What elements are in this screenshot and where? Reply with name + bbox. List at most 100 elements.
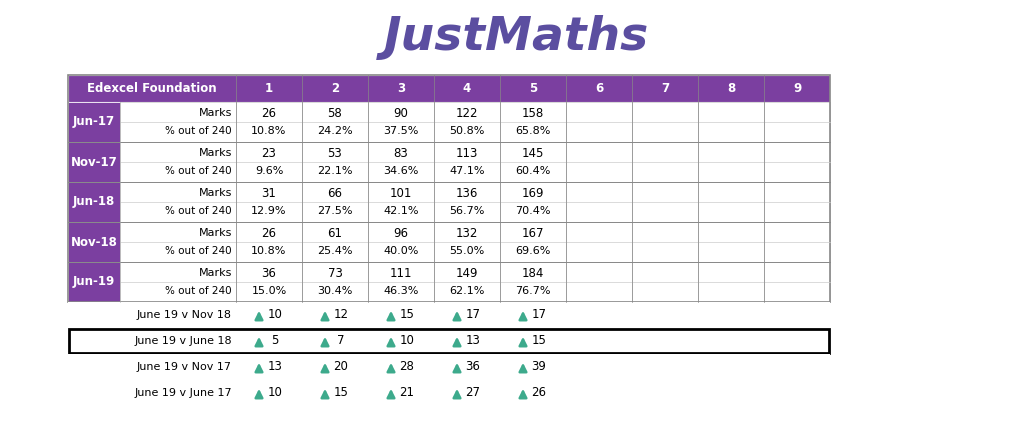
Bar bbox=[68, 75, 830, 102]
Bar bbox=[764, 262, 830, 302]
Text: 167: 167 bbox=[522, 227, 544, 240]
Text: 27.5%: 27.5% bbox=[317, 206, 353, 216]
Bar bbox=[698, 102, 764, 142]
Bar bbox=[698, 262, 764, 302]
Text: 30.4%: 30.4% bbox=[317, 286, 353, 296]
Text: 136: 136 bbox=[456, 187, 478, 200]
Text: 34.6%: 34.6% bbox=[383, 166, 419, 176]
Bar bbox=[68, 102, 120, 142]
Bar bbox=[368, 182, 434, 222]
Bar bbox=[698, 222, 764, 262]
Text: 66: 66 bbox=[327, 187, 343, 200]
Bar bbox=[434, 262, 499, 302]
Text: 184: 184 bbox=[522, 267, 544, 280]
Bar bbox=[566, 222, 632, 262]
Text: June 19 v Nov 18: June 19 v Nov 18 bbox=[137, 310, 232, 320]
Text: Marks: Marks bbox=[198, 148, 232, 158]
Text: 7: 7 bbox=[660, 82, 669, 95]
Text: 2: 2 bbox=[331, 82, 340, 95]
Bar bbox=[236, 182, 302, 222]
Text: Marks: Marks bbox=[198, 228, 232, 238]
Bar bbox=[68, 354, 830, 380]
Bar bbox=[68, 380, 830, 406]
Text: 15: 15 bbox=[531, 335, 546, 348]
Text: 70.4%: 70.4% bbox=[515, 206, 551, 216]
Text: 24.2%: 24.2% bbox=[317, 126, 353, 136]
Text: Jun-18: Jun-18 bbox=[73, 195, 116, 209]
Bar bbox=[434, 142, 499, 182]
Text: 90: 90 bbox=[393, 107, 409, 120]
Text: 65.8%: 65.8% bbox=[515, 126, 551, 136]
Text: % out of 240: % out of 240 bbox=[165, 126, 232, 136]
Bar bbox=[434, 222, 499, 262]
Text: 60.4%: 60.4% bbox=[515, 166, 551, 176]
Bar bbox=[302, 182, 368, 222]
Text: 15: 15 bbox=[333, 387, 349, 400]
Text: 3: 3 bbox=[397, 82, 406, 95]
Text: 83: 83 bbox=[393, 147, 409, 160]
Bar bbox=[302, 102, 368, 142]
Text: 10.8%: 10.8% bbox=[252, 126, 287, 136]
Bar bbox=[69, 329, 829, 353]
Text: 122: 122 bbox=[456, 107, 478, 120]
Bar bbox=[764, 182, 830, 222]
Text: % out of 240: % out of 240 bbox=[165, 286, 232, 296]
Bar bbox=[236, 142, 302, 182]
Bar bbox=[236, 222, 302, 262]
Text: 10: 10 bbox=[267, 387, 283, 400]
Bar bbox=[499, 142, 566, 182]
Bar bbox=[120, 262, 236, 302]
Bar bbox=[68, 302, 830, 328]
Text: 7: 7 bbox=[337, 335, 345, 348]
Bar bbox=[68, 142, 120, 182]
Text: 13: 13 bbox=[465, 335, 481, 348]
Text: 50.8%: 50.8% bbox=[449, 126, 485, 136]
Text: 1: 1 bbox=[265, 82, 273, 95]
Text: 26: 26 bbox=[531, 387, 547, 400]
Text: 37.5%: 37.5% bbox=[383, 126, 419, 136]
Bar bbox=[302, 262, 368, 302]
Bar bbox=[566, 102, 632, 142]
Bar bbox=[764, 222, 830, 262]
Bar bbox=[368, 262, 434, 302]
Bar bbox=[499, 262, 566, 302]
Text: 96: 96 bbox=[393, 227, 409, 240]
Text: 28: 28 bbox=[399, 360, 415, 373]
Text: 15: 15 bbox=[399, 308, 415, 321]
Text: 26: 26 bbox=[261, 227, 277, 240]
Bar bbox=[368, 142, 434, 182]
Text: 113: 113 bbox=[456, 147, 478, 160]
Bar bbox=[120, 222, 236, 262]
Text: Edexcel Foundation: Edexcel Foundation bbox=[87, 82, 217, 95]
Bar bbox=[120, 182, 236, 222]
Text: 6: 6 bbox=[594, 82, 603, 95]
Bar bbox=[68, 328, 830, 354]
Text: 36: 36 bbox=[465, 360, 481, 373]
Text: 76.7%: 76.7% bbox=[515, 286, 551, 296]
Text: 132: 132 bbox=[456, 227, 478, 240]
Text: 169: 169 bbox=[522, 187, 544, 200]
Text: 4: 4 bbox=[463, 82, 472, 95]
Text: 10: 10 bbox=[399, 335, 415, 348]
Text: 42.1%: 42.1% bbox=[383, 206, 419, 216]
Text: 10.8%: 10.8% bbox=[252, 246, 287, 256]
Bar bbox=[302, 222, 368, 262]
Text: 55.0%: 55.0% bbox=[449, 246, 485, 256]
Text: 23: 23 bbox=[261, 147, 277, 160]
Text: 56.7%: 56.7% bbox=[449, 206, 485, 216]
Text: 5: 5 bbox=[528, 82, 537, 95]
Bar bbox=[764, 142, 830, 182]
Text: 21: 21 bbox=[399, 387, 415, 400]
Bar bbox=[368, 102, 434, 142]
Text: 10: 10 bbox=[267, 308, 283, 321]
Text: 22.1%: 22.1% bbox=[317, 166, 353, 176]
Text: 47.1%: 47.1% bbox=[449, 166, 485, 176]
Text: 36: 36 bbox=[261, 267, 277, 280]
Bar bbox=[566, 142, 632, 182]
Text: 8: 8 bbox=[727, 82, 735, 95]
Text: % out of 240: % out of 240 bbox=[165, 206, 232, 216]
Bar bbox=[68, 75, 830, 302]
Bar bbox=[764, 102, 830, 142]
Text: June 19 v June 18: June 19 v June 18 bbox=[134, 336, 232, 346]
Text: 26: 26 bbox=[261, 107, 277, 120]
